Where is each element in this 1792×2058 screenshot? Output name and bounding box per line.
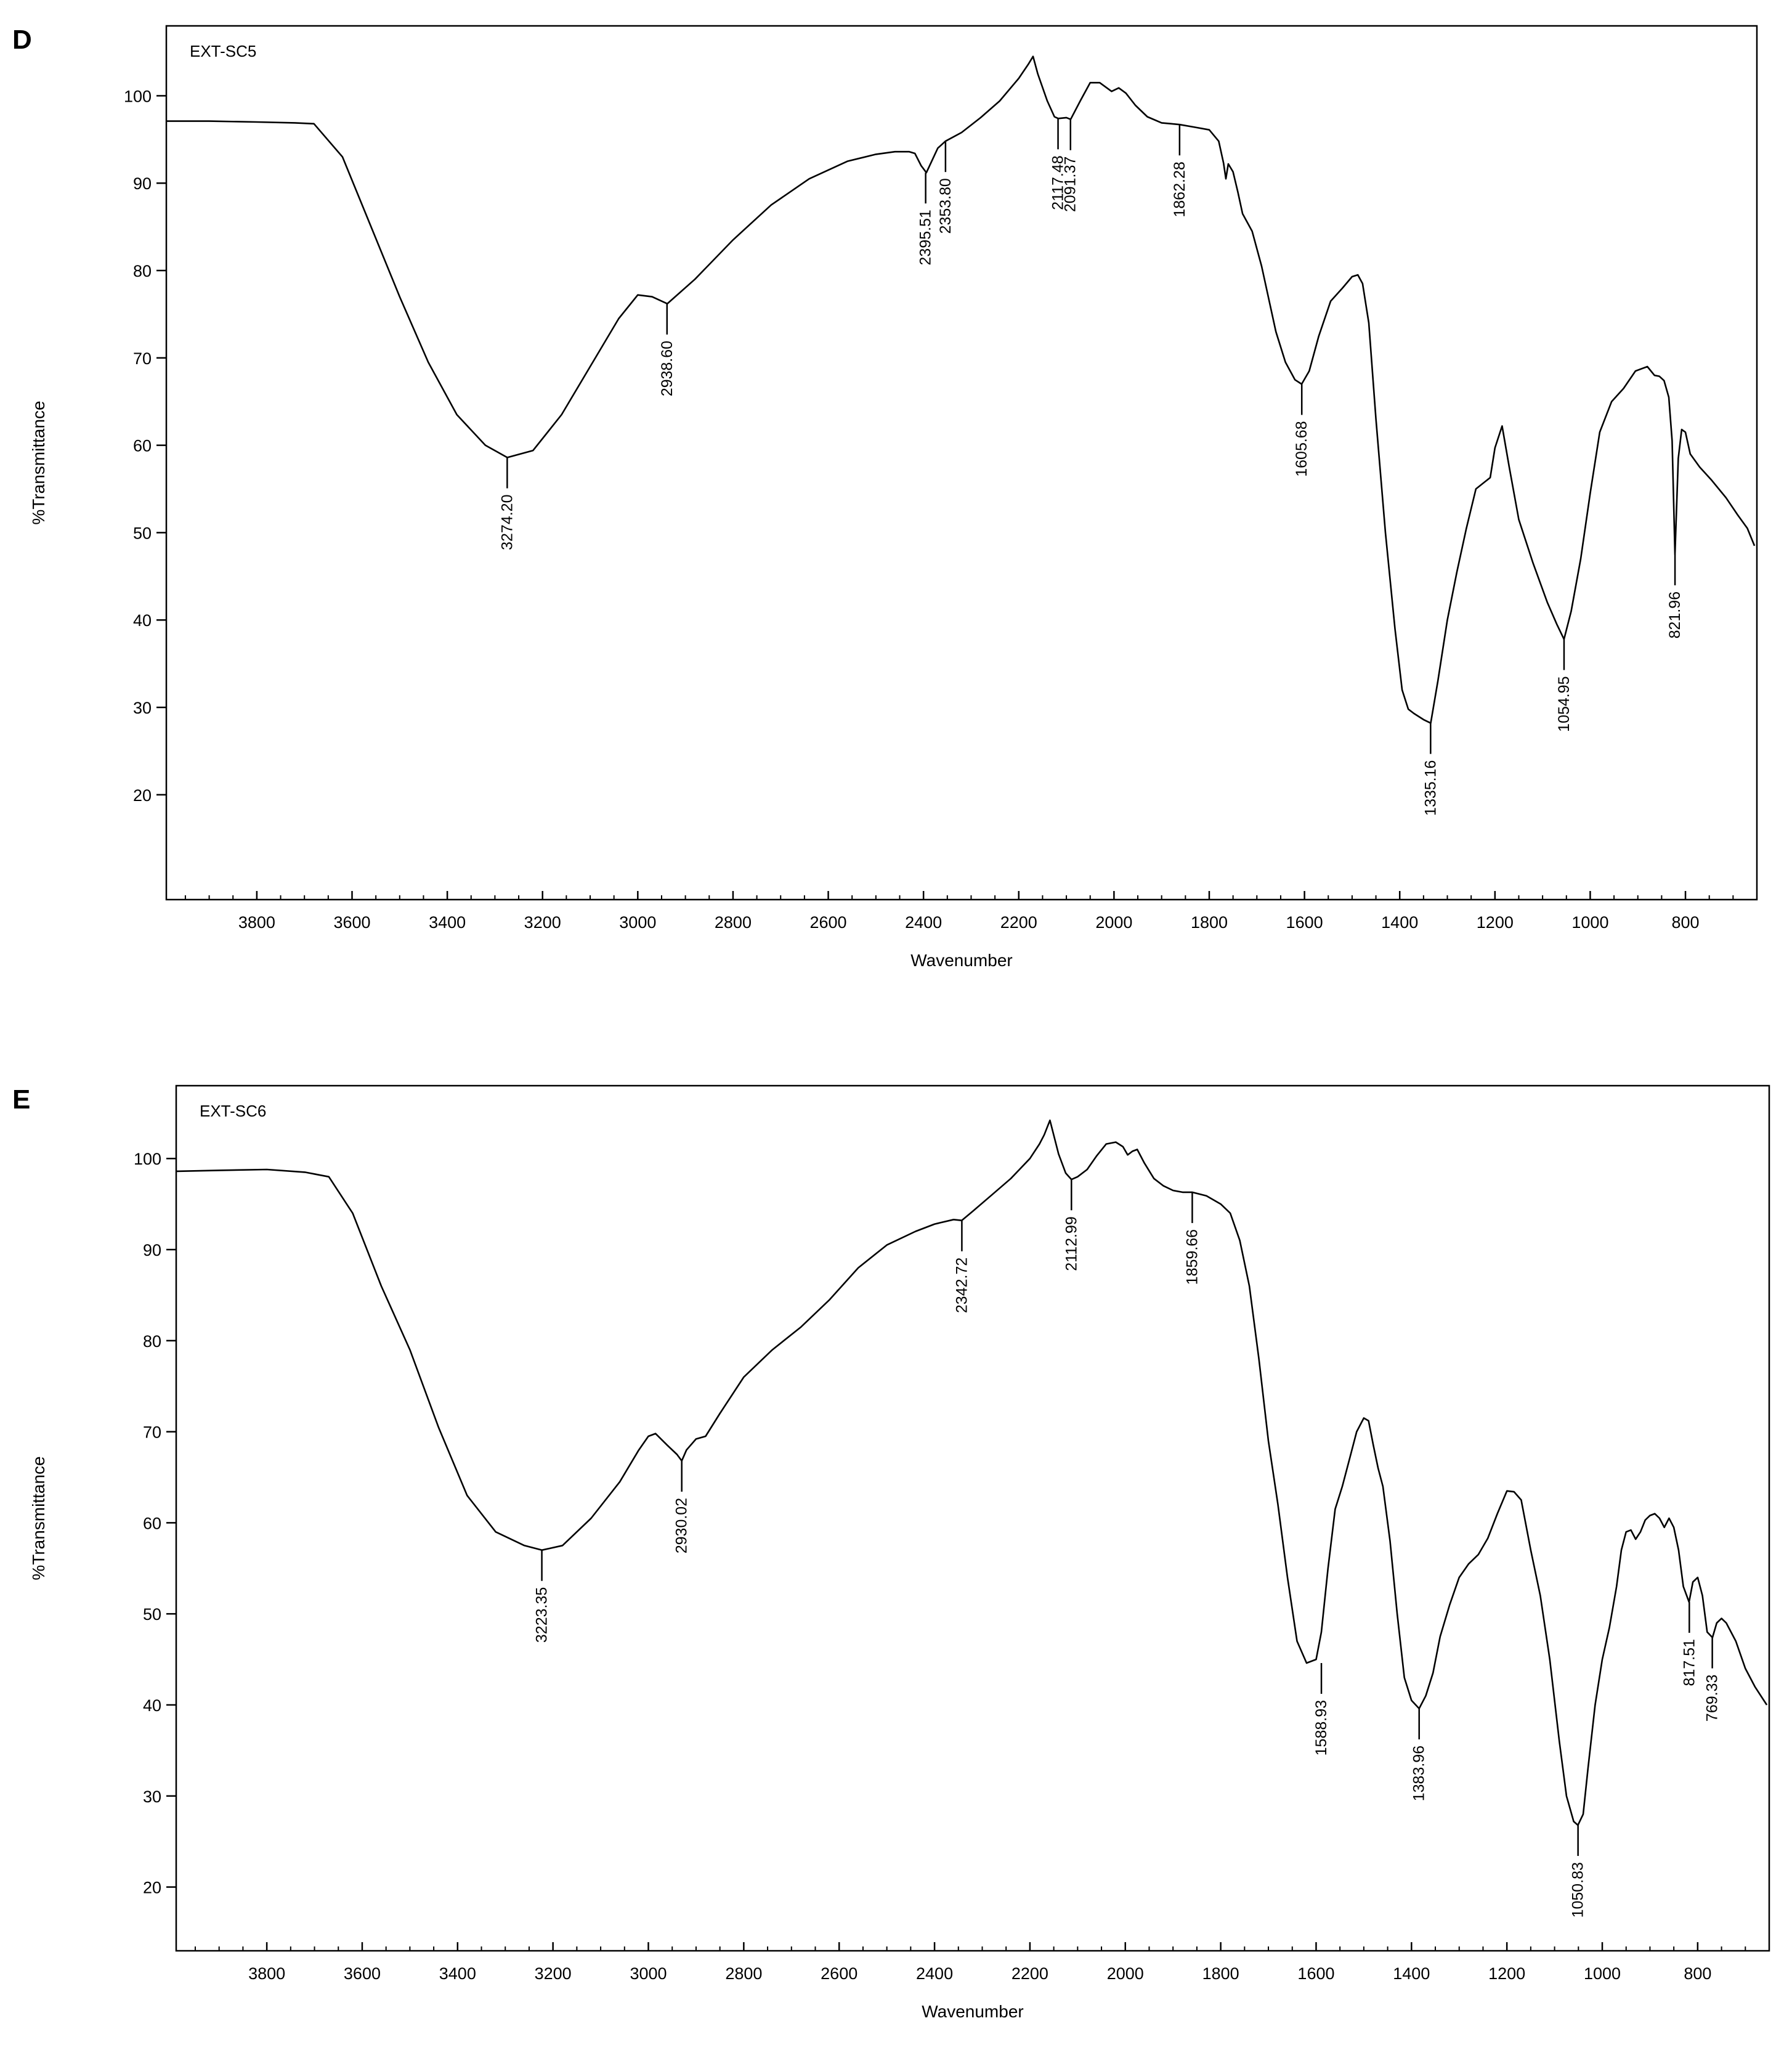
peak-label: 1383.96 xyxy=(1411,1746,1428,1801)
chart-panel-d: D EXT-SC5 20 30 40 50 60 70 80 90 100 3800 3600 3400… xyxy=(0,0,1792,998)
peak-label: 2342.72 xyxy=(953,1258,970,1313)
x-axis-label: Wavenumber xyxy=(910,951,1012,970)
x-tick-label: 3000 xyxy=(630,1964,667,1983)
y-tick-label: 100 xyxy=(124,87,152,105)
peak-label: 2353.80 xyxy=(937,178,954,234)
peak-label: 2112.99 xyxy=(1063,1216,1080,1271)
ir-spectrum-chart-e: EXT-SC6 20 30 40 50 60 70 80 90 100 3800 3600 3400 32… xyxy=(29,1084,1770,2021)
peak-label: 2930.02 xyxy=(673,1498,691,1553)
y-axis-label: %Transmittance xyxy=(29,1456,48,1580)
peak-label: 3274.20 xyxy=(498,494,516,550)
x-tick-label: 1600 xyxy=(1297,1964,1334,1983)
peak-label: 1859.66 xyxy=(1183,1229,1201,1285)
y-tick-label: 80 xyxy=(133,262,152,280)
panel-label-e: E xyxy=(12,1084,31,1115)
plot-frame xyxy=(165,25,1758,901)
x-tick-label: 1800 xyxy=(1202,1964,1239,1983)
peak-label: 2938.60 xyxy=(659,341,676,396)
y-tick-label: 70 xyxy=(143,1423,161,1442)
ir-spectrum-chart-d: EXT-SC5 20 30 40 50 60 70 80 90 100 3800 3600 3400 32… xyxy=(29,25,1758,970)
spectrum-line xyxy=(176,1119,1768,1826)
y-tick-label: 60 xyxy=(143,1514,161,1532)
x-tick-label: 2400 xyxy=(916,1964,953,1983)
y-axis-label: %Transmittance xyxy=(29,401,48,524)
x-tick-label: 3000 xyxy=(619,913,656,932)
peak-label: 769.33 xyxy=(1704,1675,1721,1722)
x-tick-label: 3800 xyxy=(238,913,275,932)
plot-frame xyxy=(175,1084,1770,1952)
x-tick-label: 1000 xyxy=(1584,1964,1621,1983)
x-tick-label: 1600 xyxy=(1286,913,1323,932)
x-tick-label: 1400 xyxy=(1381,913,1418,932)
x-tick-label: 2000 xyxy=(1107,1964,1144,1983)
peak-label: 2091.37 xyxy=(1062,157,1079,212)
x-tick-label: 3600 xyxy=(344,1964,381,1983)
y-tick-label: 20 xyxy=(133,786,152,805)
x-tick-label: 3200 xyxy=(524,913,561,932)
peak-label: 1054.95 xyxy=(1555,676,1573,731)
x-tick-label: 1400 xyxy=(1393,1964,1430,1983)
y-tick-label: 90 xyxy=(133,174,152,193)
x-tick-label: 2800 xyxy=(725,1964,762,1983)
y-tick-label: 40 xyxy=(143,1696,161,1715)
x-tick-label: 2600 xyxy=(810,913,847,932)
y-tick-label: 30 xyxy=(133,699,152,717)
y-tick-label: 70 xyxy=(133,349,152,368)
y-tick-label: 50 xyxy=(133,524,152,542)
y-tick-label: 20 xyxy=(143,1879,161,1897)
x-tick-label: 800 xyxy=(1672,913,1700,932)
y-tick-label: 80 xyxy=(143,1332,161,1351)
x-tick-label: 2000 xyxy=(1095,913,1132,932)
x-tick-label: 3200 xyxy=(535,1964,572,1983)
x-tick-label: 3400 xyxy=(429,913,466,932)
peak-label: 821.96 xyxy=(1666,592,1684,638)
x-tick-label: 2800 xyxy=(715,913,752,932)
x-tick-label: 2400 xyxy=(905,913,942,932)
peak-label: 1335.16 xyxy=(1422,760,1439,816)
x-tick-label: 2200 xyxy=(1012,1964,1048,1983)
peak-label: 3223.35 xyxy=(533,1587,551,1643)
chart-title: EXT-SC5 xyxy=(190,42,256,60)
peak-label: 2395.51 xyxy=(917,209,935,265)
peak-label: 1862.28 xyxy=(1171,161,1188,217)
x-tick-label: 800 xyxy=(1684,1964,1711,1983)
y-tick-label: 50 xyxy=(143,1605,161,1624)
peak-label: 2117.48 xyxy=(1050,155,1067,210)
x-tick-label: 1000 xyxy=(1571,913,1608,932)
x-tick-label: 1200 xyxy=(1488,1964,1525,1983)
y-tick-label: 60 xyxy=(133,437,152,455)
chart-panel-e: E EXT-SC6 20 30 40 50 60 70 80 90 100 3800 3600 3400… xyxy=(0,1060,1792,2058)
y-tick-label: 100 xyxy=(134,1150,161,1168)
spectrum-line xyxy=(166,55,1756,724)
y-tick-label: 90 xyxy=(143,1241,161,1259)
peak-label: 1605.68 xyxy=(1293,421,1310,476)
y-tick-label: 30 xyxy=(143,1788,161,1806)
x-tick-label: 2200 xyxy=(1000,913,1037,932)
chart-title: EXT-SC6 xyxy=(200,1102,266,1120)
x-tick-label: 3400 xyxy=(439,1964,476,1983)
x-tick-label: 3800 xyxy=(248,1964,285,1983)
x-tick-label: 1200 xyxy=(1477,913,1514,932)
x-tick-label: 1800 xyxy=(1191,913,1228,932)
peak-label: 817.51 xyxy=(1681,1639,1698,1686)
x-axis-label: Wavenumber xyxy=(922,2002,1023,2021)
x-tick-label: 2600 xyxy=(821,1964,857,1983)
y-tick-label: 40 xyxy=(133,611,152,630)
peak-label: 1050.83 xyxy=(1570,1862,1587,1918)
peak-label: 1588.93 xyxy=(1313,1700,1330,1755)
panel-label-d: D xyxy=(12,25,32,55)
x-tick-label: 3600 xyxy=(333,913,370,932)
